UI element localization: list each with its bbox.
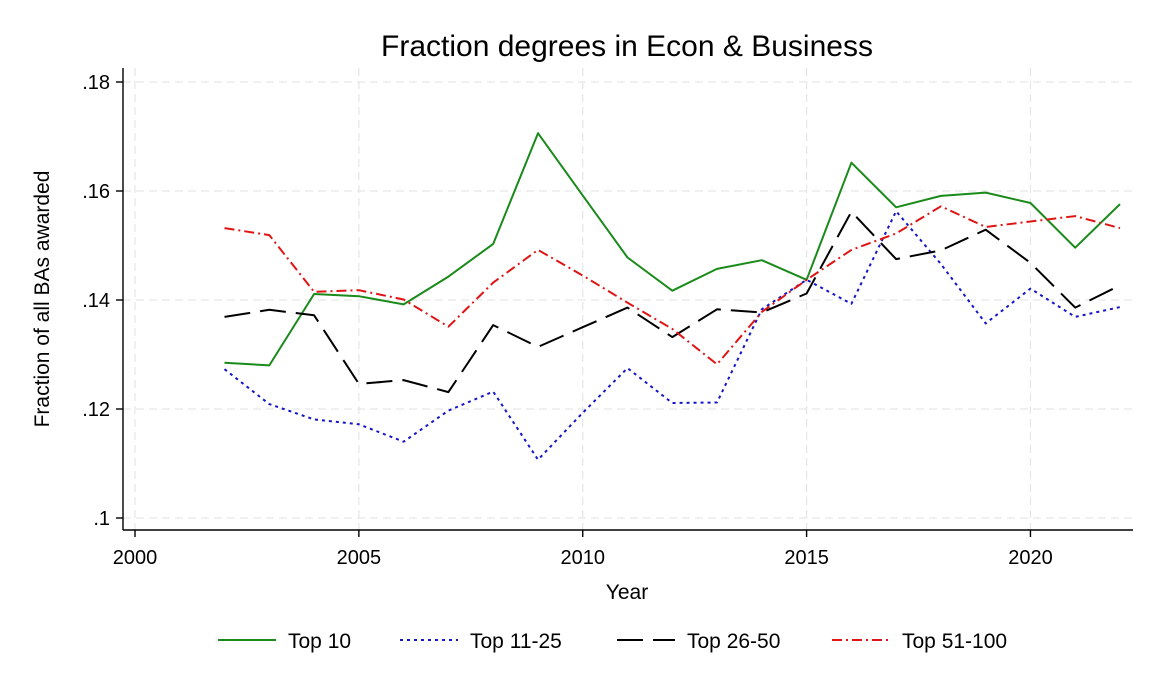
y-tick-label: .12 (82, 399, 110, 421)
x-axis-label: Year (606, 581, 648, 604)
y-axis-label: Fraction of all BAs awarded (31, 171, 54, 428)
legend-label: Top 51-100 (902, 630, 1007, 653)
y-tick-label: .18 (82, 72, 110, 94)
x-tick-label: 2005 (337, 547, 382, 569)
grid-lines (123, 68, 1133, 530)
y-ticks: .1 .12 .14 .16 .18 (82, 72, 123, 530)
axes (122, 68, 1133, 531)
x-ticks: 2000 2005 2010 2015 2020 (113, 530, 1053, 569)
x-tick-label: 2010 (560, 547, 605, 569)
legend-label: Top 26-50 (687, 630, 780, 653)
series-line-top-10 (224, 132, 1121, 367)
legend-label: Top 10 (288, 630, 351, 653)
chart-title: Fraction degrees in Econ & Business (381, 30, 873, 63)
y-tick-label: .1 (93, 508, 110, 530)
x-tick-label: 2020 (1008, 547, 1053, 569)
legend: Top 10 Top 11-25 Top 26-50 Top 51-100 (218, 630, 1007, 653)
y-tick-label: .16 (82, 181, 110, 203)
series-line-top-26-50 (224, 210, 1121, 394)
series-line-top-51-100 (224, 205, 1121, 366)
legend-label: Top 11-25 (470, 630, 562, 653)
series-layer (223, 132, 1121, 461)
x-tick-label: 2015 (784, 547, 829, 569)
y-tick-label: .14 (82, 290, 110, 312)
x-tick-label: 2000 (113, 547, 158, 569)
